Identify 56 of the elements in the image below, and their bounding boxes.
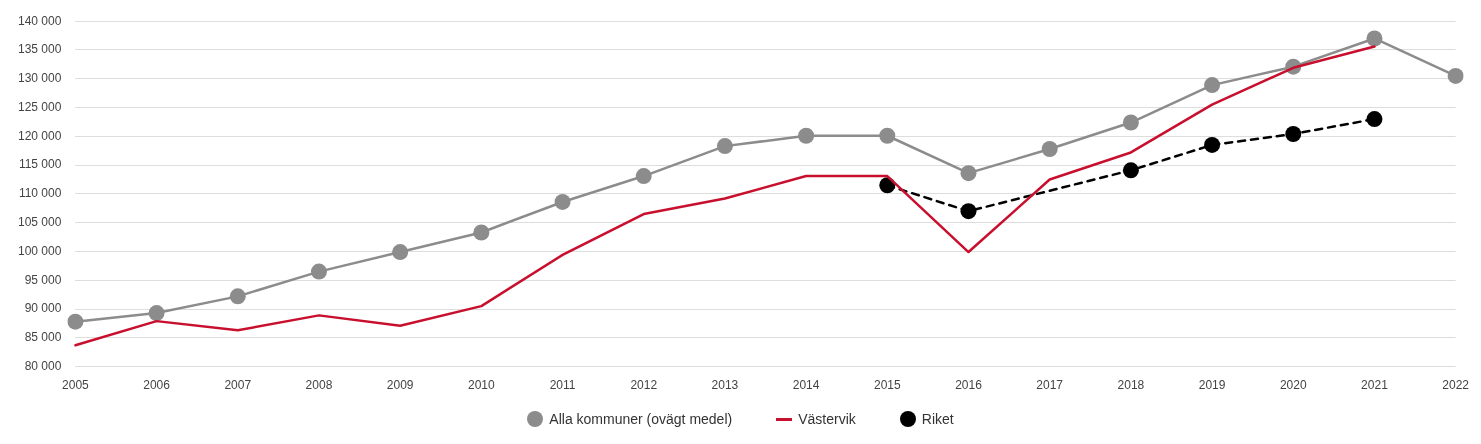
x-tick-label: 2007 <box>224 378 252 393</box>
point <box>716 138 733 155</box>
x-tick-label: 2010 <box>467 378 496 393</box>
x-tick-label: 2019 <box>1198 378 1226 393</box>
point <box>148 305 165 322</box>
y-tick-label: 100 000 <box>17 243 62 258</box>
x-tick-label: 2011 <box>549 378 576 393</box>
y-tick-label: 95 000 <box>24 272 62 287</box>
point <box>635 168 652 185</box>
point <box>1041 141 1058 157</box>
y-tick-label: 85 000 <box>24 330 62 345</box>
legend-label: Alla kommuner (ovägt medel) <box>549 411 733 427</box>
point <box>798 127 815 144</box>
x-tick-label: 2012 <box>630 378 658 393</box>
y-tick-label: 90 000 <box>24 301 62 316</box>
point <box>1447 67 1464 84</box>
point <box>473 224 490 241</box>
point <box>554 193 571 210</box>
point <box>1366 111 1383 128</box>
point <box>392 244 409 261</box>
point <box>960 203 977 220</box>
y-tick-label: 135 000 <box>17 42 62 57</box>
y-tick-label: 105 000 <box>17 215 62 229</box>
point <box>1204 136 1221 153</box>
x-tick-label: 2022 <box>1442 378 1470 393</box>
x-tick-label: 2006 <box>143 378 171 393</box>
x-tick-label: 2014 <box>792 378 820 393</box>
point <box>1285 126 1302 143</box>
point <box>1122 114 1139 131</box>
x-tick-label: 2018 <box>1117 378 1145 393</box>
point <box>1122 162 1139 179</box>
y-tick-label: 110 000 <box>18 186 62 201</box>
point <box>1204 77 1221 94</box>
y-tick-label: 130 000 <box>17 71 62 86</box>
x-tick-label: 2021 <box>1361 378 1389 393</box>
x-tick-label: 2020 <box>1279 378 1307 393</box>
y-tick-label: 125 000 <box>17 99 62 114</box>
y-tick-label: 140 000 <box>17 13 62 28</box>
x-tick-label: 2008 <box>305 378 333 393</box>
y-tick-label: 115 000 <box>18 157 62 172</box>
y-tick-label: 120 000 <box>17 128 62 143</box>
x-tick-label: 2005 <box>62 378 90 393</box>
y-tick-label: 80 000 <box>24 358 62 373</box>
point <box>879 127 896 144</box>
x-tick-label: 2013 <box>711 378 739 393</box>
x-tick-label: 2015 <box>873 378 901 393</box>
x-tick-label: 2016 <box>955 378 983 393</box>
point <box>1366 30 1383 47</box>
point <box>67 313 84 330</box>
point <box>310 263 327 280</box>
x-tick-label: 2009 <box>386 378 414 393</box>
point <box>960 165 977 182</box>
point <box>229 288 246 305</box>
legend-label: Västervik <box>798 411 856 427</box>
x-tick-label: 2017 <box>1036 378 1064 393</box>
legend-label: Riket <box>921 411 954 427</box>
